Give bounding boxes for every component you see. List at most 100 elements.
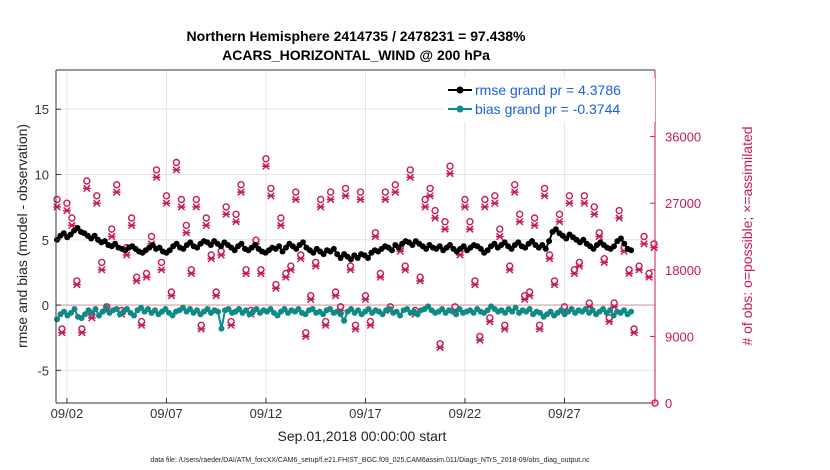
bias-point xyxy=(365,306,372,312)
obs-possible-marker xyxy=(406,166,414,174)
obs-assimilated-marker xyxy=(570,269,579,278)
obs-assimilated-marker xyxy=(63,206,71,215)
rmse-point xyxy=(300,239,306,246)
obs-possible-marker xyxy=(157,258,166,267)
obs-assimilated-marker xyxy=(217,251,226,259)
rmse-point xyxy=(310,249,317,256)
legend: rmse grand pr = 4.3786 bias grand pr = -… xyxy=(443,78,655,122)
obs-possible-marker xyxy=(446,162,454,170)
obs-assimilated-marker xyxy=(356,195,365,204)
obs-possible-marker xyxy=(147,232,156,241)
rmse-point xyxy=(491,240,498,247)
y-right-tick-label: 27000 xyxy=(665,196,701,211)
bias-point xyxy=(621,307,628,314)
obs-possible-marker xyxy=(461,195,469,204)
rmse-point xyxy=(611,243,617,250)
rmse-point xyxy=(347,256,354,263)
legend-bias-marker xyxy=(456,105,464,113)
obs-assimilated-marker xyxy=(630,328,638,337)
bias-point xyxy=(355,307,362,314)
obs-assimilated-marker xyxy=(282,273,290,281)
obs-assimilated-marker xyxy=(376,273,385,281)
obs-possible-marker xyxy=(356,188,365,196)
rmse-point xyxy=(447,242,453,248)
obs-assimilated-marker xyxy=(481,203,489,211)
obs-assimilated-marker xyxy=(83,184,91,193)
x-tick-label: 09/12 xyxy=(250,406,283,421)
obs-possible-marker xyxy=(590,203,599,211)
obs-assimilated-marker xyxy=(555,217,564,226)
obs-assimilated-marker xyxy=(545,254,554,263)
bias-point xyxy=(628,308,635,315)
obs-possible-marker xyxy=(237,180,245,189)
obs-possible-marker xyxy=(152,166,161,174)
y-right-tick-label: 0 xyxy=(665,396,672,411)
obs-assimilated-marker xyxy=(466,225,474,233)
obs-assimilated-marker xyxy=(267,192,275,200)
bias-point xyxy=(439,306,446,312)
obs-assimilated-marker xyxy=(237,188,245,196)
bias-point xyxy=(61,308,67,315)
obs-assimilated-marker xyxy=(142,273,151,281)
bias-point xyxy=(96,312,102,319)
obs-possible-marker xyxy=(202,214,210,222)
obs-assimilated-marker xyxy=(371,232,380,241)
obs-possible-marker xyxy=(491,192,499,200)
obs-assimilated-marker xyxy=(78,328,86,337)
obs-assimilated-marker xyxy=(590,210,599,219)
obs-possible-marker xyxy=(341,184,350,193)
y-left-tick-label: 5 xyxy=(42,233,49,248)
obs-assimilated-marker xyxy=(615,214,624,222)
bias-point xyxy=(610,312,617,319)
obs-assimilated-marker xyxy=(525,291,534,300)
y-left-tick-label: 10 xyxy=(35,167,49,182)
obs-assimilated-marker xyxy=(177,203,186,211)
obs-assimilated-marker xyxy=(645,273,653,281)
rmse-point xyxy=(252,242,259,248)
obs-possible-marker xyxy=(93,192,101,200)
y-axis-label-left: rmse and bias (model - observation) xyxy=(14,124,30,348)
rmse-point xyxy=(283,244,289,251)
obs-assimilated-marker xyxy=(510,188,519,196)
rmse-point xyxy=(180,245,187,252)
bias-point xyxy=(162,306,169,312)
obs-assimilated-marker xyxy=(162,199,171,207)
rmse-point xyxy=(460,243,467,250)
rmse-point xyxy=(101,238,108,245)
rmse-point xyxy=(67,231,74,238)
bias-point xyxy=(103,304,109,311)
obs-possible-marker xyxy=(108,225,116,233)
obs-assimilated-marker xyxy=(565,199,574,207)
obs-assimilated-marker xyxy=(92,199,101,207)
obs-assimilated-marker xyxy=(291,195,300,204)
bias-point xyxy=(295,306,302,312)
rmse-point xyxy=(354,255,361,261)
bias-point xyxy=(526,306,533,312)
rmse-point xyxy=(522,244,529,251)
y-left-tick-label: -5 xyxy=(37,363,49,378)
obs-assimilated-marker xyxy=(53,203,61,211)
obs-assimilated-marker xyxy=(286,266,295,274)
obs-assimilated-marker xyxy=(495,232,504,241)
obs-assimilated-marker xyxy=(262,162,270,170)
obs-assimilated-marker xyxy=(306,295,315,304)
bias-point xyxy=(236,306,242,312)
obs-possible-marker xyxy=(530,214,539,222)
bias-point xyxy=(92,306,99,312)
obs-assimilated-marker xyxy=(605,317,614,326)
data-file-footnote: data file: /Users/raeder/DAI/ATM_forcXX/… xyxy=(150,457,590,464)
bias-point xyxy=(502,309,509,316)
bias-point xyxy=(512,304,519,311)
obs-assimilated-marker xyxy=(580,199,589,207)
bias-point xyxy=(225,306,232,312)
obs-assimilated-marker xyxy=(471,280,479,289)
obs-assimilated-marker xyxy=(436,343,444,352)
rmse-point xyxy=(112,240,119,247)
obs-assimilated-marker xyxy=(520,295,529,304)
obs-assimilated-marker xyxy=(202,221,211,230)
obs-assimilated-marker xyxy=(500,325,509,333)
obs-possible-marker xyxy=(615,206,623,215)
legend-box xyxy=(443,78,655,122)
rmse-point xyxy=(337,255,344,261)
obs-assimilated-marker xyxy=(446,169,454,178)
